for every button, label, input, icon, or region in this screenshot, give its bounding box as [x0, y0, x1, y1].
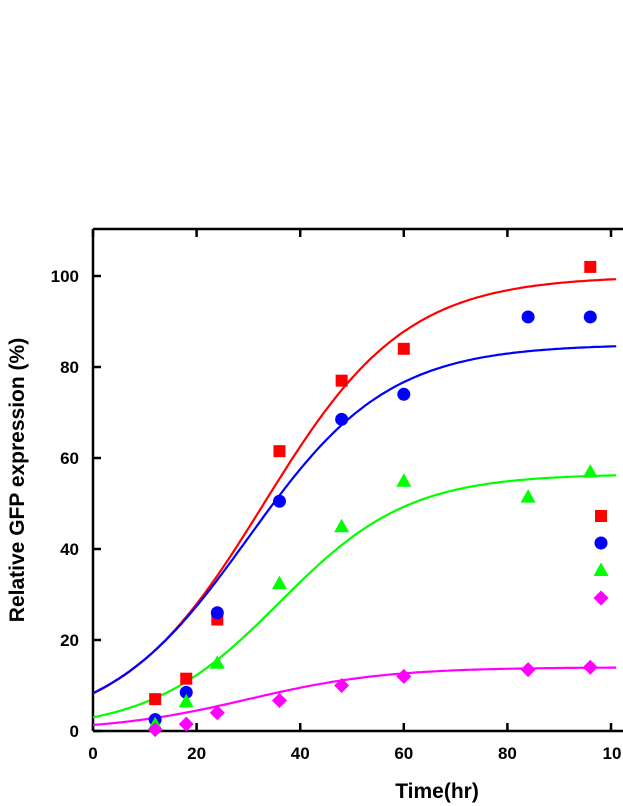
data-point — [210, 606, 224, 620]
data-point — [582, 659, 598, 675]
data-point — [396, 473, 412, 487]
data-point — [334, 678, 350, 693]
data-point — [582, 464, 598, 478]
data-point — [335, 412, 349, 426]
x-tick-label: 80 — [498, 744, 517, 763]
data-point — [396, 668, 412, 684]
legend-marker — [593, 590, 609, 606]
data-point — [397, 387, 411, 401]
x-tick-label: 40 — [291, 744, 310, 763]
y-tick-label: 100 — [51, 267, 79, 286]
y-tick-label: 40 — [60, 540, 79, 559]
data-point — [149, 693, 162, 706]
y-tick-label: 0 — [70, 722, 79, 741]
data-point — [179, 685, 193, 699]
y-tick-label: 20 — [60, 631, 79, 650]
data-point — [180, 672, 193, 685]
data-point — [584, 260, 597, 273]
legend-marker — [593, 562, 609, 576]
x-tick-label: 20 — [187, 744, 206, 763]
x-axis-title: Time(hr) — [395, 780, 479, 803]
series-fit-line — [93, 666, 617, 726]
series-fit-line — [93, 474, 617, 719]
y-axis-title: Relative GFP expression (%) — [6, 338, 29, 622]
data-point — [209, 705, 225, 721]
data-point — [272, 494, 286, 508]
data-point — [178, 716, 194, 732]
data-point — [273, 445, 286, 458]
data-point — [178, 693, 194, 708]
legend-marker — [595, 510, 607, 522]
series-fit-line — [93, 345, 617, 695]
x-tick-label: 10 — [603, 744, 622, 763]
y-tick-label: 60 — [60, 449, 79, 468]
data-point — [334, 518, 350, 533]
data-point — [209, 655, 225, 669]
data-point — [520, 662, 536, 678]
data-point — [397, 342, 410, 355]
data-point — [583, 310, 597, 324]
data-point — [147, 722, 163, 738]
series-fit-line — [93, 278, 617, 695]
data-point — [521, 310, 535, 324]
legend-marker — [594, 536, 608, 550]
data-point — [271, 575, 287, 590]
y-tick-label: 80 — [60, 358, 79, 377]
x-tick-label: 60 — [394, 744, 413, 763]
x-tick-label: 0 — [88, 744, 97, 763]
data-point — [271, 693, 287, 709]
data-point — [335, 374, 348, 387]
data-point — [520, 489, 536, 503]
